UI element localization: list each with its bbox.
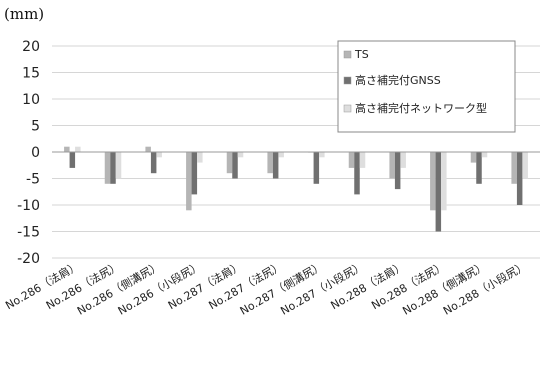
y-tick-label: -5 — [26, 172, 40, 188]
bars — [64, 146, 528, 232]
legend-swatch — [343, 76, 352, 85]
y-tick-label: -10 — [17, 198, 40, 214]
y-tick-label: -15 — [17, 225, 40, 241]
bar — [237, 152, 244, 158]
legend-box — [337, 40, 516, 133]
y-tick-label: 5 — [31, 119, 40, 135]
y-tick-label: 15 — [22, 66, 40, 82]
legend-label: 高さ補完付GNSS — [355, 73, 441, 87]
legend-label: 高さ補完付ネットワーク型 — [355, 101, 487, 115]
bar — [359, 152, 366, 168]
bar — [272, 152, 279, 179]
bar — [226, 152, 233, 174]
bar — [430, 152, 436, 211]
bar — [197, 152, 203, 163]
bar — [319, 152, 325, 158]
bar — [110, 152, 116, 184]
bar — [389, 152, 395, 179]
legend-label: TS — [354, 48, 369, 61]
bar — [400, 152, 406, 168]
bar — [522, 152, 528, 179]
y-axis-ticks: 20 15 10 5 0 -5 -10 -15 -20 — [17, 39, 40, 267]
bar — [476, 152, 482, 184]
legend: TS 高さ補完付GNSS 高さ補完付ネットワーク型 — [337, 40, 516, 133]
bar — [191, 152, 198, 195]
bar — [115, 152, 122, 179]
bar — [267, 152, 273, 174]
bar — [156, 152, 162, 158]
legend-swatch — [343, 50, 352, 59]
bar — [69, 152, 76, 168]
bar — [394, 152, 401, 190]
bar — [354, 152, 360, 195]
bar — [481, 152, 488, 158]
y-axis-unit: (mm) — [4, 5, 44, 23]
bar — [104, 152, 111, 184]
x-axis-ticks: No.286（法肩）No.286（法尻）No.286（側溝尻）No.286（小段… — [3, 258, 529, 317]
bar — [232, 152, 238, 179]
bar — [435, 152, 442, 232]
bar — [145, 146, 151, 152]
bar — [470, 152, 477, 163]
bar — [150, 152, 157, 174]
bar — [75, 146, 81, 152]
bar — [441, 152, 447, 211]
bar — [64, 146, 70, 152]
bar — [186, 152, 192, 211]
y-tick-label: 10 — [22, 92, 40, 108]
y-tick-label: -20 — [17, 251, 40, 267]
bar — [278, 152, 284, 158]
legend-swatch — [343, 104, 352, 113]
bar — [348, 152, 355, 168]
bar — [313, 152, 320, 184]
bar — [516, 152, 523, 205]
bar — [511, 152, 517, 184]
y-tick-label: 20 — [22, 39, 40, 55]
y-tick-label: 0 — [31, 145, 40, 161]
